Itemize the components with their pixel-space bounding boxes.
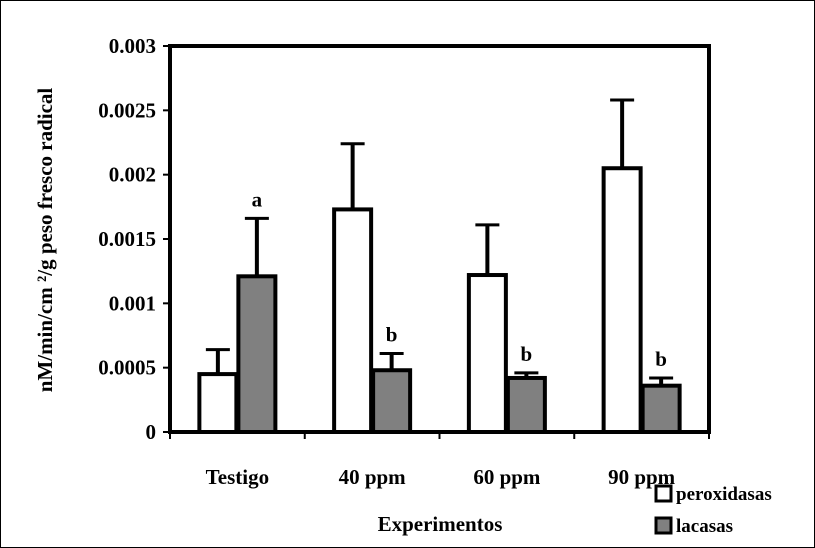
x-tick-label: 40 ppm [339,465,407,489]
y-tick-label: 0.0005 [98,356,156,380]
y-axis-title: nM/min/cm ²/g peso fresco radical [33,88,57,393]
y-tick-label: 0.002 [109,163,156,187]
labels: 0 0.0005 0.001 0.0015 0.002 0.0025 0.003 Testig… [33,34,676,536]
bar-peroxidasas-3 [601,166,643,434]
bar-lacasas-0 [236,274,278,434]
y-tick-label: 0.0015 [98,227,156,251]
y-tick-label: 0 [146,420,157,444]
significance-label: b [386,323,398,347]
y-tick-label: 0.003 [109,34,156,58]
bar-peroxidasas-2 [466,273,508,434]
bar-lacasas-3 [640,383,682,434]
x-axis-title: Experimentos [378,512,503,536]
bar-peroxidasas-1 [332,207,374,434]
legend-label-peroxidasas: peroxidasas [676,484,772,505]
bar-peroxidasas-0 [197,372,239,435]
significance-label: b [655,347,667,371]
x-tick-label: 60 ppm [473,465,541,489]
y-tick-label: 0.001 [109,291,156,315]
bar-lacasas-1 [371,368,413,434]
x-tick-label: Testigo [206,465,269,489]
significance-label: b [521,342,533,366]
legend-swatch-peroxidasas [654,484,673,503]
bar-lacasas-2 [505,375,547,434]
y-tick-label: 0.0025 [98,98,156,122]
legend: peroxidasas lacasas [654,484,772,537]
legend-swatch-lacasas [654,516,673,535]
axes [163,44,711,439]
legend-label-lacasas: lacasas [676,516,733,537]
significance-label: a [252,187,263,211]
plot-area [197,98,682,435]
